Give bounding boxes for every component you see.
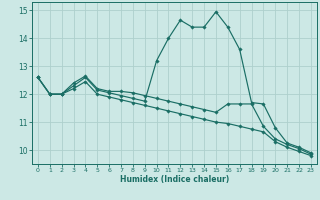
X-axis label: Humidex (Indice chaleur): Humidex (Indice chaleur) bbox=[120, 175, 229, 184]
